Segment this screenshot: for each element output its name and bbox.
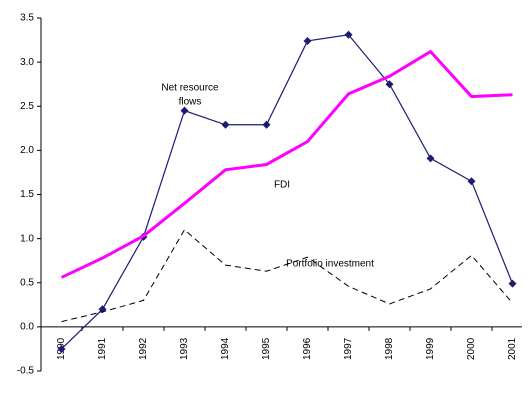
x-tick-label: 1993	[179, 337, 190, 360]
annotation: flows	[179, 97, 202, 108]
marker	[180, 106, 189, 115]
series-line	[61, 34, 514, 350]
x-tick-label: 1998	[384, 337, 395, 360]
y-tick-label: 1.0	[20, 233, 34, 244]
marker	[467, 177, 476, 186]
marker	[57, 344, 66, 353]
x-tick-label: 1995	[261, 337, 272, 360]
marker	[344, 30, 353, 39]
y-tick-label: 1.5	[20, 189, 34, 200]
y-tick-label: 2.0	[20, 145, 34, 156]
annotation: FDI	[274, 180, 290, 191]
marker	[303, 36, 312, 45]
x-tick-label: 1996	[302, 337, 313, 360]
y-tick-label: 0.0	[20, 322, 34, 333]
marker	[385, 80, 394, 89]
x-tick-label: 1997	[343, 337, 354, 360]
y-tick-label: 2.5	[20, 101, 34, 112]
annotation: Portfolio investment	[286, 259, 374, 270]
x-tick-label: 1992	[138, 337, 149, 360]
marker	[508, 279, 517, 288]
x-tick-label: 2000	[466, 337, 477, 360]
x-tick-label: 1991	[97, 337, 108, 360]
x-tick-label: 1999	[425, 337, 436, 360]
y-tick-label: 3.0	[20, 57, 34, 68]
marker	[426, 154, 435, 163]
series-line	[60, 49, 513, 279]
series-line	[61, 229, 513, 323]
annotation: Net resource	[161, 83, 219, 94]
marker	[221, 120, 230, 129]
y-tick-label: -0.5	[17, 366, 35, 377]
marker	[262, 120, 271, 129]
y-tick-label: 0.5	[20, 277, 34, 288]
x-tick-label: 2001	[507, 337, 518, 360]
y-tick-label: 3.5	[20, 13, 34, 24]
x-tick-label: 1994	[220, 337, 231, 360]
